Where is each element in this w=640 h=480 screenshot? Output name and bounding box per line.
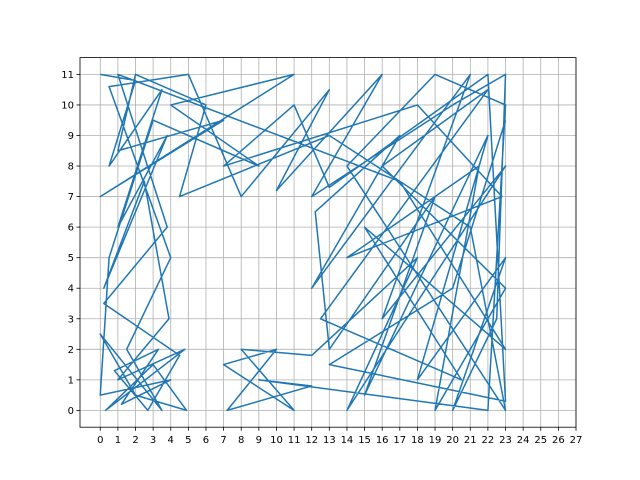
x-tick-label: 4 — [168, 435, 174, 446]
y-tick-label: 5 — [68, 253, 74, 264]
x-tick-label: 6 — [203, 435, 209, 446]
x-tick-label: 12 — [305, 435, 318, 446]
x-tick-label: 17 — [393, 435, 406, 446]
x-tick-label: 13 — [323, 435, 336, 446]
y-tick-label: 1 — [68, 375, 74, 386]
x-tick-label: 18 — [411, 435, 424, 446]
x-tick-label: 2 — [132, 435, 138, 446]
y-tick-label: 7 — [68, 192, 74, 203]
x-tick-label: 21 — [464, 435, 477, 446]
y-tick-label: 10 — [61, 100, 74, 111]
x-tick-label: 19 — [429, 435, 442, 446]
x-tick-label: 3 — [150, 435, 156, 446]
x-tick-label: 9 — [256, 435, 262, 446]
y-tick-label: 0 — [68, 406, 74, 417]
x-tick-label: 20 — [446, 435, 459, 446]
y-tick-label: 6 — [68, 223, 74, 234]
x-tick-label: 22 — [482, 435, 495, 446]
x-tick-label: 0 — [97, 435, 103, 446]
x-tick-label: 8 — [238, 435, 244, 446]
y-tick-label: 11 — [61, 70, 74, 81]
x-tick-label: 27 — [570, 435, 583, 446]
y-tick-label: 9 — [68, 131, 74, 142]
y-tick-label: 4 — [68, 284, 74, 295]
x-tick-label: 23 — [499, 435, 512, 446]
data-line — [99, 73, 507, 412]
y-tick-label: 3 — [68, 314, 74, 325]
x-tick-label: 14 — [341, 435, 354, 446]
x-tick-label: 24 — [517, 435, 530, 446]
x-tick-label: 11 — [288, 435, 301, 446]
y-tick-label: 8 — [68, 162, 74, 173]
plot-frame — [79, 57, 577, 428]
x-tick-label: 15 — [358, 435, 371, 446]
x-tick-label: 7 — [220, 435, 226, 446]
x-tick-label: 25 — [534, 435, 547, 446]
x-tick-label: 26 — [552, 435, 565, 446]
x-tick-label: 1 — [115, 435, 121, 446]
x-tick-label: 16 — [376, 435, 389, 446]
x-tick-label: 5 — [185, 435, 191, 446]
x-tick-label: 10 — [270, 435, 283, 446]
y-tick-label: 2 — [68, 345, 74, 356]
